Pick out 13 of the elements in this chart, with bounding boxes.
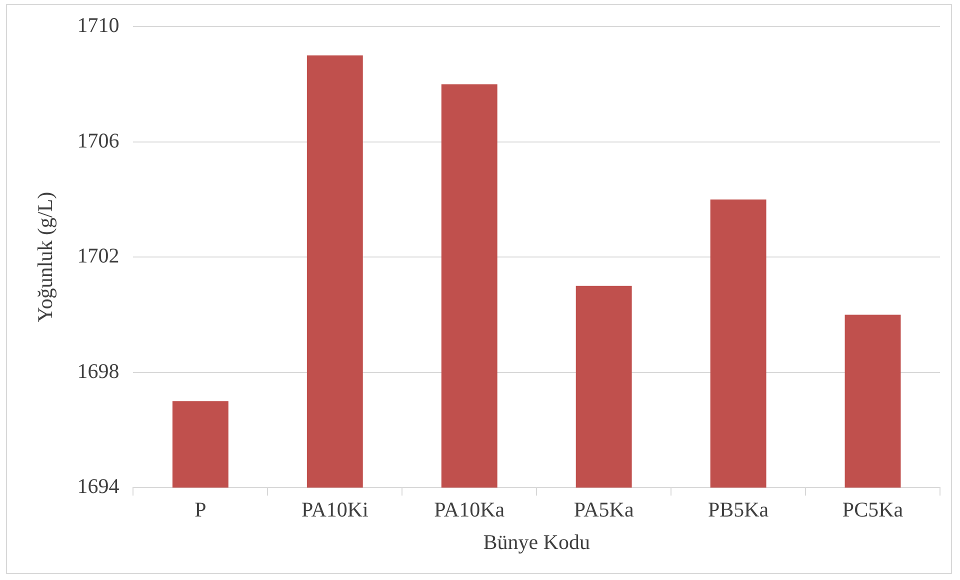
y-axis-title: Yoğunluk (g/L): [33, 192, 58, 322]
y-tick-label: 1702: [77, 244, 120, 268]
y-tick-label: 1706: [77, 128, 120, 152]
x-tick-label: PB5Ka: [708, 498, 770, 522]
y-tick-label: 1694: [77, 474, 120, 498]
y-tick-label: 1710: [77, 13, 120, 38]
x-tick-label: PA10Ka: [434, 498, 506, 522]
x-tick-label: PA10Ki: [301, 498, 369, 522]
x-tick-label: PA5Ka: [574, 498, 634, 522]
x-axis-title: Bünye Kodu: [483, 530, 590, 554]
x-tick-label: PC5Ka: [842, 498, 904, 522]
x-tick-label: P: [194, 498, 206, 522]
y-tick-label: 1698: [77, 358, 120, 383]
